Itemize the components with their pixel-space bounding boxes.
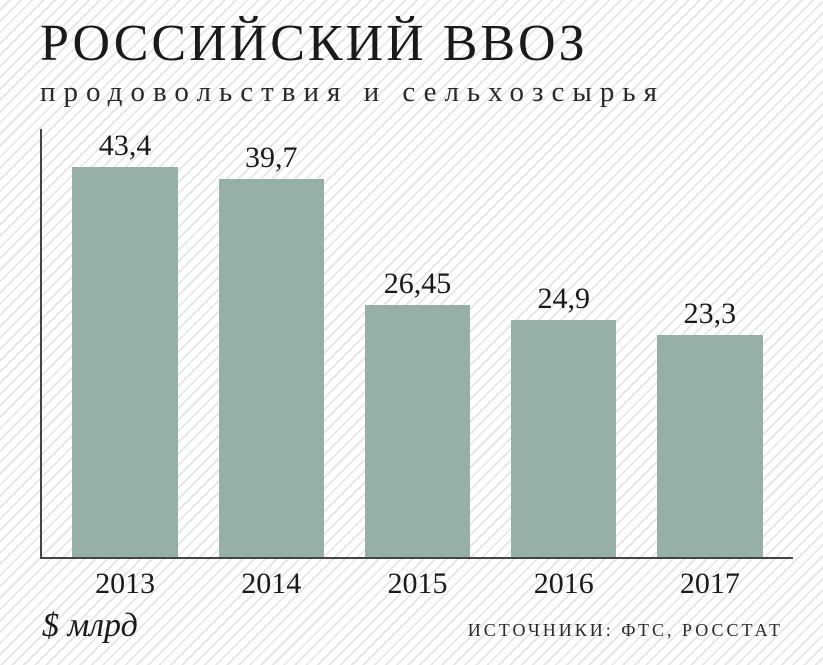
bar	[219, 179, 324, 557]
chart-area: 43,4 39,7 26,45 24,9 23,3 201320142015201620…	[40, 129, 793, 601]
bar-value-label: 24,9	[537, 282, 590, 316]
bar-slot: 39,7	[198, 129, 344, 557]
bar-value-label: 26,45	[384, 267, 452, 301]
x-axis-label: 2015	[344, 567, 490, 601]
x-axis-labels: 20132014201520162017	[42, 559, 793, 601]
bar	[72, 167, 177, 557]
chart-container: РОССИЙСКИЙ ВВОЗ продовольствия и сельхоз…	[0, 0, 823, 665]
unit-label: $ млрд	[42, 607, 138, 645]
bar-value-label: 39,7	[245, 141, 298, 175]
x-axis-label: 2016	[491, 567, 637, 601]
bar-value-label: 23,3	[684, 297, 737, 331]
bar-slot: 43,4	[52, 129, 198, 557]
chart-footer: $ млрд ИСТОЧНИКИ: ФТС, РОССТАТ	[40, 607, 793, 645]
x-axis-label: 2013	[52, 567, 198, 601]
bar	[657, 335, 762, 557]
chart-title: РОССИЙСКИЙ ВВОЗ	[40, 18, 793, 70]
bar	[365, 305, 470, 557]
bars-region: 43,4 39,7 26,45 24,9 23,3	[40, 129, 793, 559]
x-axis-label: 2014	[198, 567, 344, 601]
bar-value-label: 43,4	[99, 129, 152, 163]
bar	[511, 320, 616, 557]
bar-slot: 26,45	[344, 129, 490, 557]
bar-slot: 24,9	[491, 129, 637, 557]
x-axis-label: 2017	[637, 567, 783, 601]
chart-subtitle: продовольствия и сельхозсырья	[40, 76, 793, 109]
source-label: ИСТОЧНИКИ: ФТС, РОССТАТ	[468, 620, 793, 641]
bar-slot: 23,3	[637, 129, 783, 557]
